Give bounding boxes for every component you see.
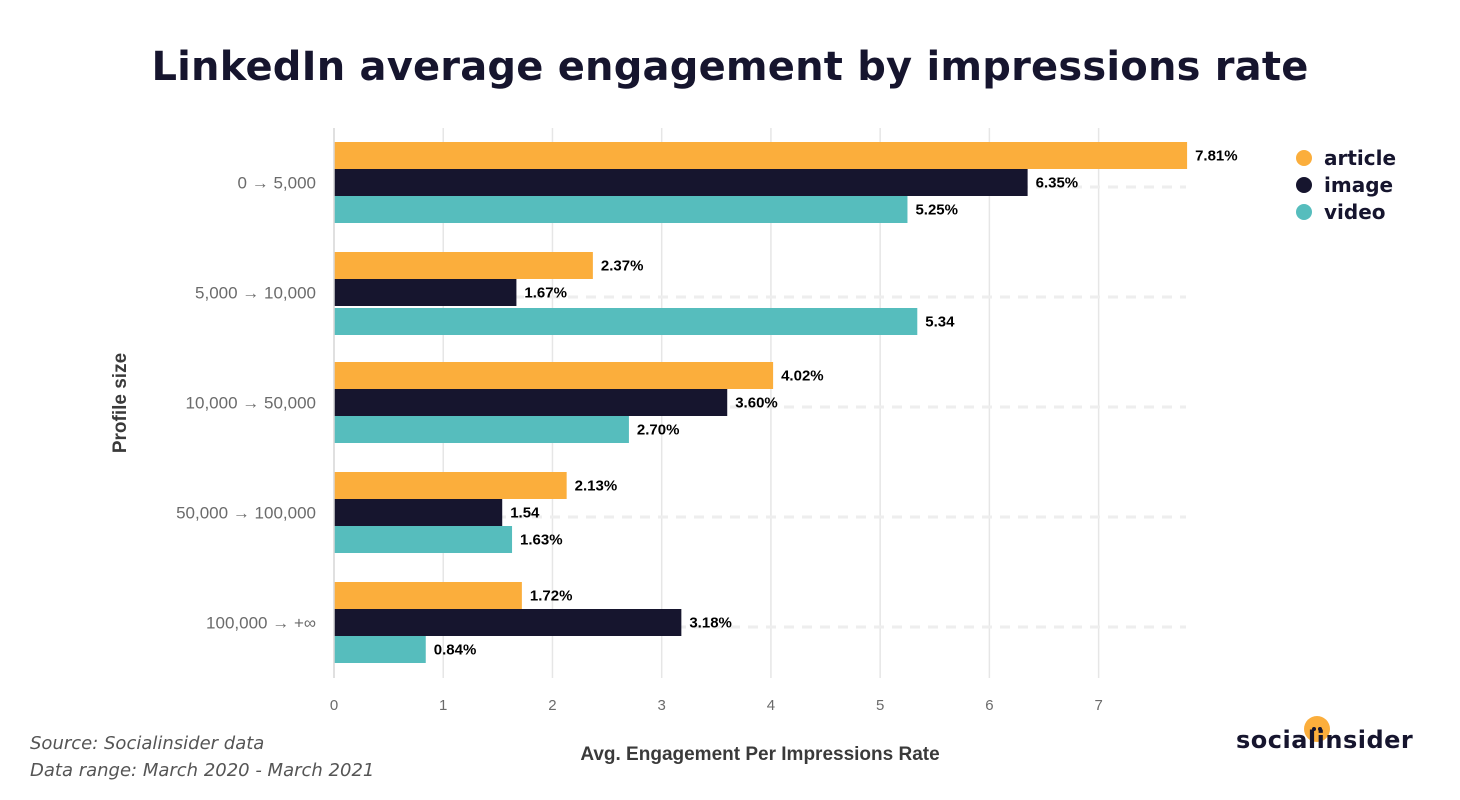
data-label-article: 7.81% xyxy=(1195,148,1238,165)
data-label-video: 2.70% xyxy=(637,422,680,439)
legend-dot-article xyxy=(1296,149,1312,166)
bar-video xyxy=(334,526,513,553)
x-tick-label: 4 xyxy=(767,697,775,714)
legend-label-image: image xyxy=(1324,172,1394,197)
logo-text: socialinsider xyxy=(1236,726,1414,754)
x-tick-label: 6 xyxy=(985,697,993,714)
data-label-image: 3.60% xyxy=(735,395,778,412)
bar-video xyxy=(334,636,426,663)
chart-title: LinkedIn average engagement by impressio… xyxy=(151,44,1309,90)
x-tick-label: 0 xyxy=(330,697,338,714)
y-axis-title: Profile size xyxy=(110,353,131,453)
bar-article xyxy=(334,252,593,279)
x-tick-label: 2 xyxy=(548,697,556,714)
bar-article xyxy=(334,472,567,499)
footer-notes: Source: Socialinsider data Data range: M… xyxy=(30,730,374,784)
bar-image xyxy=(334,169,1028,196)
logo-smiley-icon xyxy=(1304,716,1330,742)
data-label-video: 1.63% xyxy=(520,532,563,549)
y-category-label: 5,000 → 10,000 xyxy=(195,284,316,303)
bar-video xyxy=(334,196,908,223)
x-tick-label: 1 xyxy=(439,697,447,714)
data-label-image: 1.54 xyxy=(510,505,540,522)
legend-item-image[interactable]: image xyxy=(1296,171,1396,198)
socialinsider-logo: socialinsider xyxy=(1236,716,1426,760)
bar-image xyxy=(334,499,503,526)
y-category-label: 0 → 5,000 xyxy=(238,174,316,193)
bar-image xyxy=(334,389,728,416)
legend-item-article[interactable]: article xyxy=(1296,144,1396,171)
x-axis-title: Avg. Engagement Per Impressions Rate xyxy=(580,744,939,765)
bar-article xyxy=(334,142,1188,169)
y-category-label: 10,000 → 50,000 xyxy=(186,394,316,413)
bar-video xyxy=(334,308,918,335)
legend-item-video[interactable]: video xyxy=(1296,198,1396,225)
x-tick-label: 7 xyxy=(1094,697,1102,714)
data-label-article: 4.02% xyxy=(781,368,824,385)
bar-article xyxy=(334,582,522,609)
x-tick-label: 3 xyxy=(658,697,666,714)
legend-dot-image xyxy=(1296,176,1312,193)
bar-image xyxy=(334,609,682,636)
data-label-video: 0.84% xyxy=(434,642,477,659)
legend-dot-video xyxy=(1296,203,1312,220)
bar-image xyxy=(334,279,517,306)
data-label-video: 5.34 xyxy=(925,314,955,331)
data-label-article: 2.13% xyxy=(575,478,618,495)
y-category-label: 50,000 → 100,000 xyxy=(176,504,316,523)
data-label-video: 5.25% xyxy=(915,202,958,219)
bar-article xyxy=(334,362,774,389)
data-label-image: 1.67% xyxy=(524,285,567,302)
data-label-article: 2.37% xyxy=(601,258,644,275)
bar-video xyxy=(334,416,629,443)
data-range-note: Data range: March 2020 - March 2021 xyxy=(30,760,375,781)
data-label-image: 6.35% xyxy=(1036,175,1079,192)
legend: article image video xyxy=(1296,144,1396,225)
y-category-label: 100,000 → +∞ xyxy=(206,614,316,633)
data-label-image: 3.18% xyxy=(689,615,732,632)
legend-label-video: video xyxy=(1324,199,1386,224)
x-tick-label: 5 xyxy=(876,697,884,714)
source-note: Source: Socialinsider data xyxy=(30,733,265,754)
legend-label-article: article xyxy=(1324,145,1397,170)
data-label-article: 1.72% xyxy=(530,588,573,605)
